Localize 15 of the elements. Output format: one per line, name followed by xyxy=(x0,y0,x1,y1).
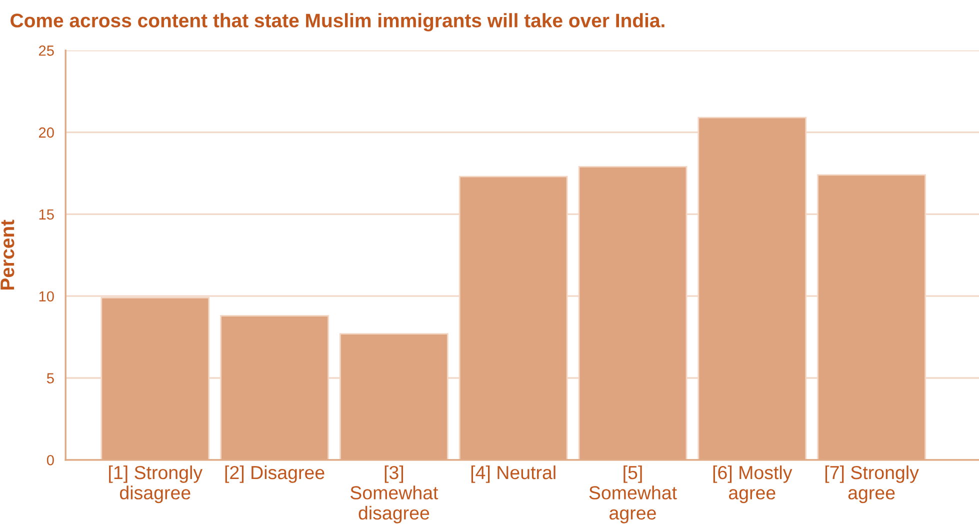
x-tick-label: [2] Disagree xyxy=(225,465,324,483)
x-tick-label: [6] Mostly agree xyxy=(713,465,792,504)
x-tick-label: [3] Somewhat disagree xyxy=(350,465,438,524)
x-tick-label: [4] Neutral xyxy=(471,465,556,483)
y-tick-label: 20 xyxy=(38,127,54,138)
y-tick-label: 0 xyxy=(46,455,54,466)
x-tick-label: [1] Strongly disagree xyxy=(109,465,203,504)
x-tick-label: [5] Somewhat agree xyxy=(589,465,677,524)
y-axis-title: Percent xyxy=(0,220,14,290)
x-tick-label: [7] Strongly agree xyxy=(825,465,919,504)
chart-title: Come across content that state Muslim immigrants will take over India. xyxy=(10,13,664,32)
y-tick-label: 10 xyxy=(39,291,54,302)
y-tick-label: 15 xyxy=(39,209,54,220)
y-tick-label: 25 xyxy=(38,46,54,56)
y-tick-label: 5 xyxy=(46,373,54,384)
